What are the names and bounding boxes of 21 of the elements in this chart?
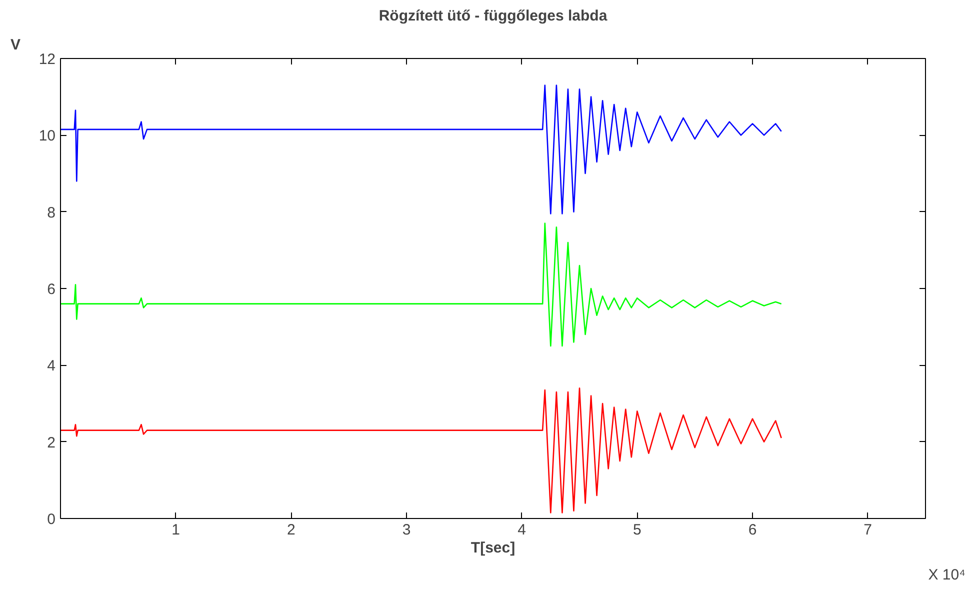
line-series	[60, 388, 782, 514]
x-tick-label: 7	[864, 522, 872, 538]
y-tick-label: 2	[47, 434, 56, 452]
x-tick-label: 4	[518, 522, 526, 538]
y-tick-label: 12	[38, 51, 56, 68]
x-tick-label: 5	[632, 522, 642, 538]
y-tick-label: 0	[47, 511, 56, 528]
line-series	[60, 222, 782, 347]
x-axis-title: T[sec]	[470, 540, 516, 556]
y-tick-label: 4	[47, 358, 56, 375]
x-tick-label: 1	[172, 522, 180, 538]
chart-title: Rögzített ütő - függőleges labda	[378, 8, 608, 24]
x-tick-label: 2	[286, 522, 296, 538]
x-tick-label: 3	[402, 522, 411, 538]
text: X 10⁴	[928, 566, 966, 584]
y-tick-label: 10	[38, 128, 56, 145]
y-axis-title: V	[10, 36, 21, 54]
line-series	[60, 84, 782, 214]
y-tick-label: 8	[47, 204, 56, 222]
y-tick-label: 6	[47, 281, 56, 298]
x-tick-label: 6	[748, 522, 757, 538]
